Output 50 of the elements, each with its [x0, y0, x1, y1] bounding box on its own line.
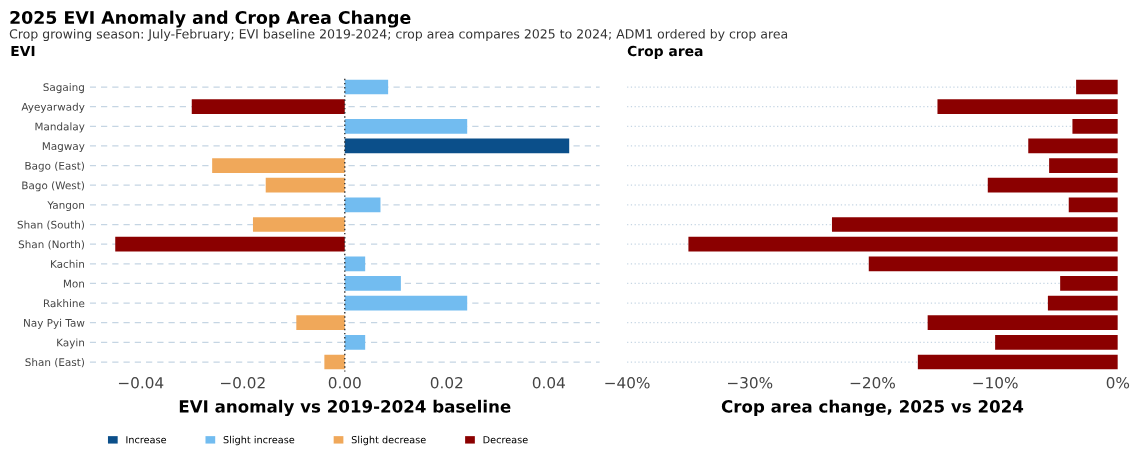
y-tick-label: Kayin [57, 338, 84, 349]
y-tick-label: Sagaing [43, 83, 84, 94]
y-axis-title: EVI [11, 45, 35, 57]
bar [265, 177, 345, 193]
x-tick-label: −20% [850, 376, 895, 389]
chart-subtitle: Crop growing season: July-February; EVI baseline 2019-2024; crop area compares 2025 to 2024; ADM1 ordered by crop area [9, 28, 788, 42]
y-tick-label: Mon [63, 279, 84, 288]
x-tick-label: −0.02 [220, 376, 265, 389]
y-tick-label: Shan (North) [18, 240, 84, 250]
x-tick-label: 0.00 [328, 376, 361, 389]
x-tick-label: 0.04 [532, 376, 565, 389]
bar [344, 276, 401, 291]
x-axis-title: Crop area change, 2025 vs 2024 [721, 399, 1024, 417]
y-tick-label: Shan (South) [17, 220, 84, 230]
bar [115, 236, 345, 252]
y-tick-label: Magway [42, 142, 85, 153]
bar [344, 79, 389, 95]
x-tick-label: 0% [1106, 376, 1130, 389]
bar [191, 99, 345, 115]
bar [324, 354, 345, 370]
bar [344, 197, 381, 213]
bar [212, 158, 345, 173]
bar [252, 217, 345, 232]
bar [344, 295, 468, 311]
legend-label: Slight increase [223, 435, 295, 446]
x-tick-label: −40% [605, 376, 650, 389]
x-tick-label: −10% [973, 376, 1018, 389]
x-tick-label: 0.02 [430, 376, 463, 389]
y-tick-label: Bago (East) [25, 161, 84, 172]
bar [344, 335, 366, 350]
x-tick-label: −0.04 [118, 376, 164, 389]
y-tick-label: Rakhine [43, 299, 85, 308]
y-tick-label: Kachin [51, 259, 84, 268]
y-axis-title: Crop area [627, 45, 703, 59]
chart-title: 2025 EVI Anomaly and Crop Area Change [10, 10, 411, 28]
y-tick-label: Ayeyarwady [21, 102, 85, 113]
bar [344, 138, 570, 154]
bar [344, 256, 366, 272]
bar [344, 118, 468, 134]
x-tick-label: −30% [728, 376, 773, 389]
y-tick-label: Mandalay [35, 122, 85, 133]
legend-label: Increase [126, 436, 167, 444]
legend-label: Slight decrease [351, 435, 426, 446]
y-tick-label: Nay Pyi Taw [24, 318, 85, 329]
x-axis-title: EVI anomaly vs 2019-2024 baseline [179, 399, 511, 417]
y-tick-label: Bago (West) [22, 181, 84, 192]
bar [296, 315, 345, 331]
y-tick-label: Yangon [47, 201, 84, 211]
y-tick-label: Shan (East) [25, 358, 84, 368]
legend-label: Decrease [483, 436, 528, 444]
